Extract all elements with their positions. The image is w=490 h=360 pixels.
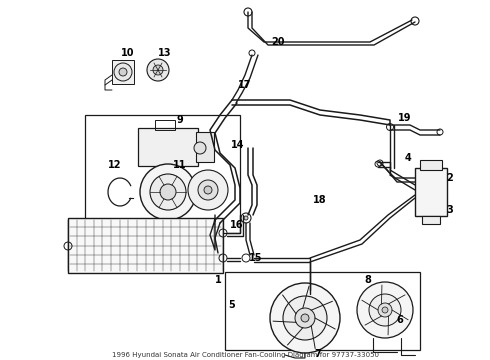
Text: 19: 19 xyxy=(398,113,412,123)
Circle shape xyxy=(204,186,212,194)
Circle shape xyxy=(147,59,169,81)
Circle shape xyxy=(198,180,218,200)
Circle shape xyxy=(114,63,132,81)
Bar xyxy=(85,115,240,233)
Bar xyxy=(138,128,198,166)
Circle shape xyxy=(357,282,413,338)
Circle shape xyxy=(378,303,392,317)
Text: 1: 1 xyxy=(215,275,221,285)
Text: 13: 13 xyxy=(158,48,172,58)
Bar xyxy=(420,160,442,170)
Text: 7: 7 xyxy=(315,349,321,359)
Circle shape xyxy=(160,184,176,200)
Text: 1996 Hyundai Sonata Air Conditioner Fan-Cooling Diagram for 97737-33050: 1996 Hyundai Sonata Air Conditioner Fan-… xyxy=(112,352,378,358)
Circle shape xyxy=(140,164,196,220)
Text: 11: 11 xyxy=(173,160,187,170)
Circle shape xyxy=(150,174,186,210)
Bar xyxy=(415,168,447,216)
Bar xyxy=(68,218,223,273)
Circle shape xyxy=(382,307,388,313)
Circle shape xyxy=(283,296,327,340)
Circle shape xyxy=(119,68,127,76)
Circle shape xyxy=(153,65,163,75)
Bar xyxy=(112,60,134,84)
Circle shape xyxy=(270,283,340,353)
Circle shape xyxy=(369,294,401,326)
Text: 9: 9 xyxy=(176,115,183,125)
Circle shape xyxy=(295,308,315,328)
Text: 5: 5 xyxy=(229,300,235,310)
Bar xyxy=(155,120,175,130)
Circle shape xyxy=(301,314,309,322)
Text: 16: 16 xyxy=(230,220,244,230)
Text: 17: 17 xyxy=(238,80,252,90)
Text: 4: 4 xyxy=(405,153,412,163)
Bar xyxy=(422,216,440,224)
Bar xyxy=(196,132,214,162)
Bar xyxy=(225,272,420,350)
Text: 10: 10 xyxy=(121,48,135,58)
Text: 8: 8 xyxy=(365,275,371,285)
Text: 15: 15 xyxy=(249,253,263,263)
Text: 18: 18 xyxy=(313,195,327,205)
Text: 20: 20 xyxy=(271,37,285,47)
Circle shape xyxy=(194,142,206,154)
Text: 3: 3 xyxy=(446,205,453,215)
Text: 12: 12 xyxy=(108,160,122,170)
Text: 14: 14 xyxy=(231,140,245,150)
Text: 6: 6 xyxy=(396,315,403,325)
Text: 2: 2 xyxy=(446,173,453,183)
Circle shape xyxy=(188,170,228,210)
Circle shape xyxy=(244,216,248,220)
